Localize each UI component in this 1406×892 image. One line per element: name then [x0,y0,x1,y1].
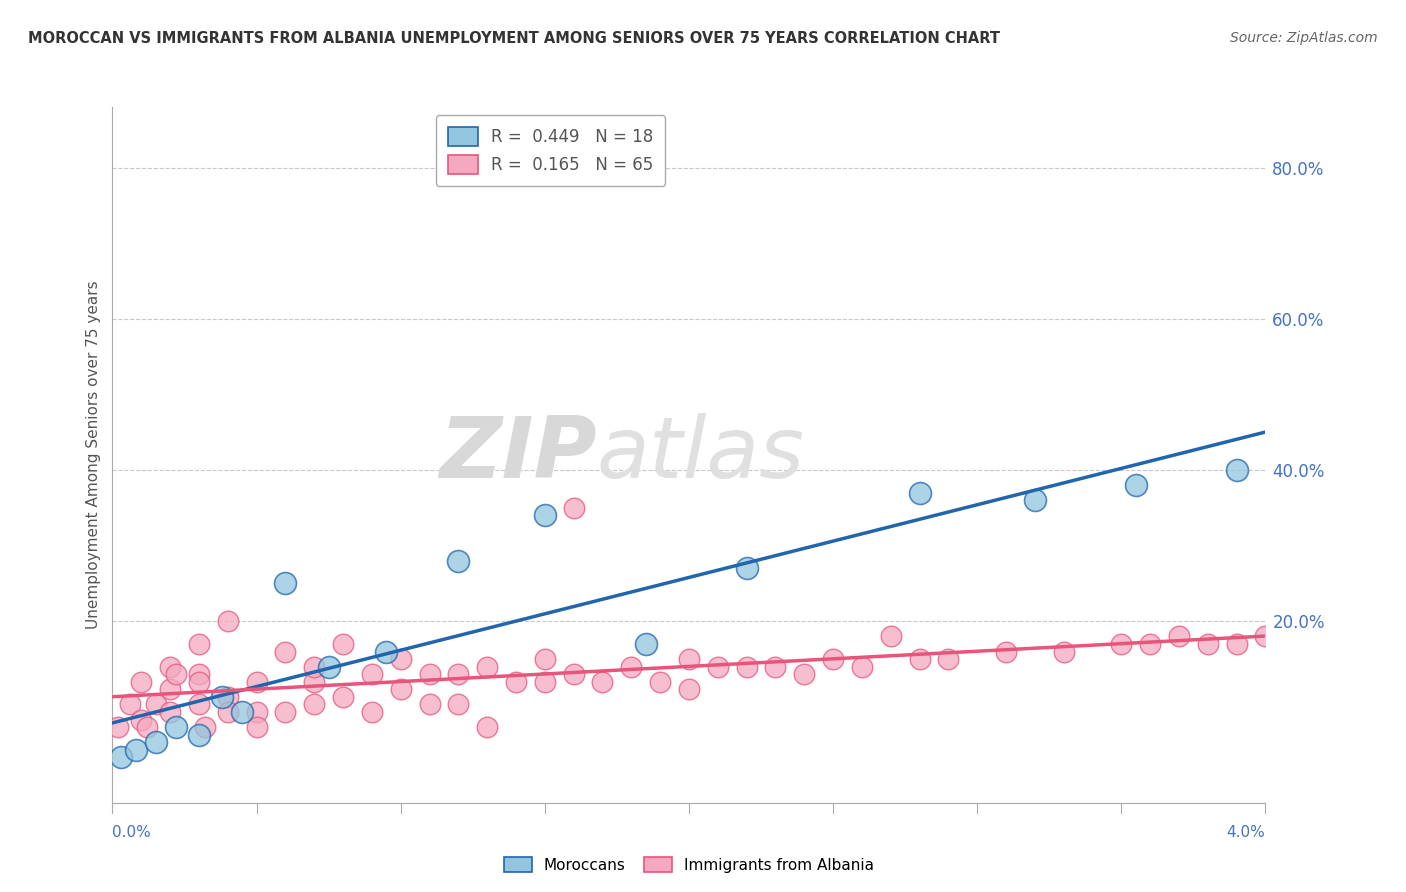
Point [562,500,585,515]
Point [165,667,187,681]
Point [245,674,267,689]
Point [1254,629,1277,643]
Point [735,659,758,673]
Point [188,667,211,681]
Point [447,667,470,681]
Point [332,690,354,704]
Point [592,674,614,689]
Point [419,698,441,712]
Point [318,659,340,673]
Point [995,644,1018,658]
Point [304,674,326,689]
Point [880,629,903,643]
Point [735,561,758,575]
Point [274,644,297,658]
Point [129,674,153,689]
Point [332,637,354,651]
Point [375,644,398,658]
Text: MOROCCAN VS IMMIGRANTS FROM ALBANIA UNEMPLOYMENT AMONG SENIORS OVER 75 YEARS COR: MOROCCAN VS IMMIGRANTS FROM ALBANIA UNEM… [28,31,1000,46]
Point [821,652,844,666]
Point [217,615,239,629]
Point [533,674,555,689]
Point [129,713,153,727]
Point [505,674,527,689]
Point [304,659,326,673]
Point [165,720,187,734]
Point [793,667,815,681]
Point [159,705,181,719]
Point [389,682,412,697]
Point [1139,637,1161,651]
Point [765,659,787,673]
Point [447,698,470,712]
Point [188,674,211,689]
Point [188,728,211,742]
Point [1052,644,1074,658]
Point [217,705,239,719]
Point [1197,637,1219,651]
Point [159,659,181,673]
Point [475,720,498,734]
Text: atlas: atlas [596,413,804,497]
Point [1111,637,1133,651]
Point [360,667,382,681]
Text: 4.0%: 4.0% [1226,825,1265,840]
Point [908,652,931,666]
Y-axis label: Unemployment Among Seniors over 75 years: Unemployment Among Seniors over 75 years [86,281,101,629]
Legend: Moroccans, Immigrants from Albania: Moroccans, Immigrants from Albania [498,850,880,879]
Point [1225,637,1247,651]
Point [245,705,267,719]
Point [1125,478,1147,492]
Point [620,659,643,673]
Point [211,690,233,704]
Point [274,576,297,591]
Point [145,735,167,749]
Point [634,637,657,651]
Point [1225,463,1247,477]
Point [678,682,700,697]
Point [936,652,959,666]
Point [419,667,441,681]
Point [124,743,146,757]
Point [447,554,470,568]
Point [194,720,217,734]
Point [159,682,181,697]
Point [908,485,931,500]
Point [188,698,211,712]
Text: 0.0%: 0.0% [112,825,152,840]
Point [217,690,239,704]
Point [707,659,730,673]
Point [118,698,141,712]
Point [231,705,253,719]
Point [1167,629,1189,643]
Text: ZIP: ZIP [439,413,596,497]
Point [1024,493,1046,508]
Point [274,705,297,719]
Point [648,674,672,689]
Point [475,659,498,673]
Point [851,659,873,673]
Point [533,508,555,523]
Point [562,667,585,681]
Point [110,750,132,764]
Point [678,652,700,666]
Point [245,720,267,734]
Point [107,720,129,734]
Point [304,698,326,712]
Point [533,652,555,666]
Point [360,705,382,719]
Point [389,652,412,666]
Text: Source: ZipAtlas.com: Source: ZipAtlas.com [1230,31,1378,45]
Point [136,720,159,734]
Point [145,698,167,712]
Point [188,637,211,651]
